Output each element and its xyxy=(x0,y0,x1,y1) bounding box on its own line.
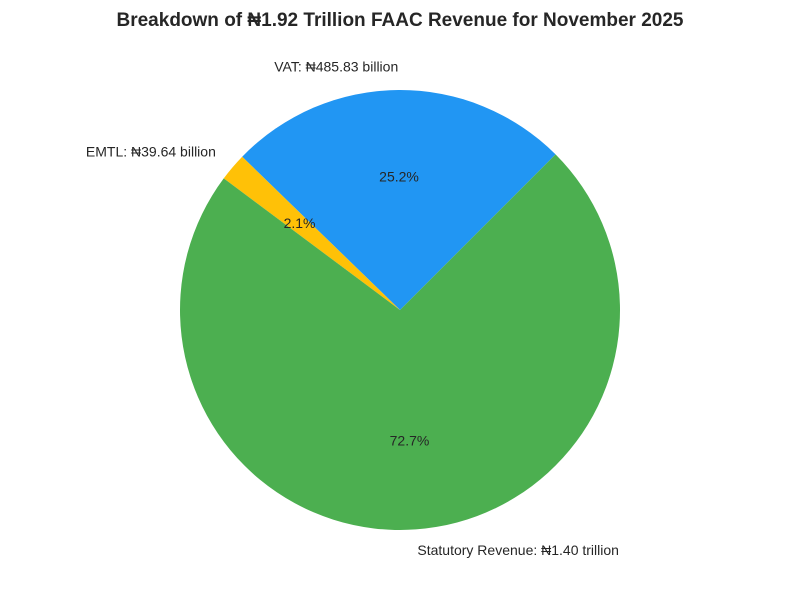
slice-percent-1: 2.1% xyxy=(284,215,316,231)
pie-slice-2 xyxy=(179,154,620,530)
slice-percent-2: 72.7% xyxy=(390,432,430,448)
slice-percent-0: 25.2% xyxy=(379,169,419,185)
pie-slice-1 xyxy=(223,156,400,310)
pie-slices xyxy=(179,90,620,530)
pie-slice-0 xyxy=(242,90,556,310)
chart-title: Breakdown of ₦1.92 Trillion FAAC Revenue… xyxy=(116,10,684,31)
slice-label-2: Statutory Revenue: ₦1.40 trillion xyxy=(417,542,619,558)
slice-label-0: VAT: ₦485.83 billion xyxy=(274,59,398,75)
slice-label-1: EMTL: ₦39.64 billion xyxy=(86,144,216,160)
pie-labels: VAT: ₦485.83 billion 25.2% EMTL: ₦39.64 bi… xyxy=(86,59,619,558)
